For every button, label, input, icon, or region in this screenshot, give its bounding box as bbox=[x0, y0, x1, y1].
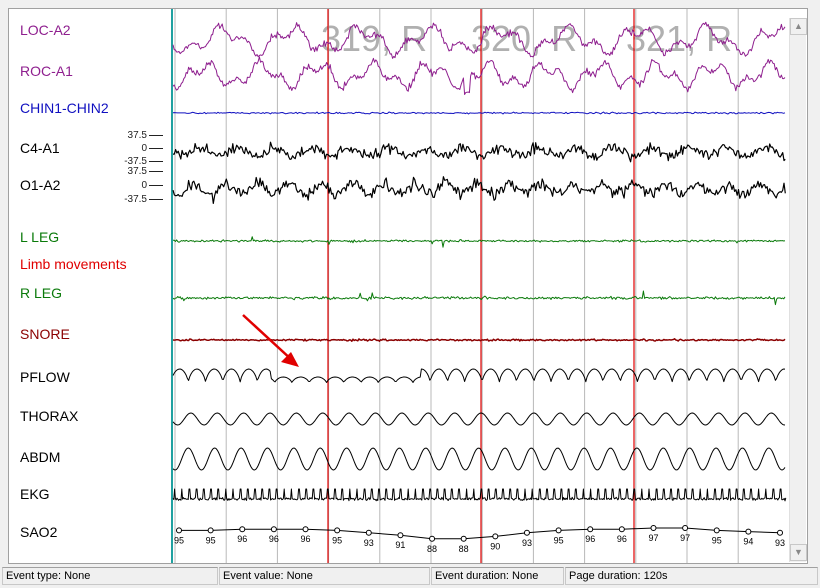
sao2-value-label: 96 bbox=[585, 534, 595, 544]
sao2-value-label: 95 bbox=[332, 535, 342, 545]
trace-snore bbox=[172, 338, 786, 342]
sao2-point bbox=[713, 527, 720, 534]
trace-loc bbox=[172, 21, 786, 59]
channel-label-abdm[interactable]: ABDM bbox=[20, 449, 61, 465]
epoch-marker-text: 321, R bbox=[626, 18, 732, 59]
epoch-marker-text: 319, R bbox=[321, 18, 427, 59]
status-bar: Event type: None Event value: None Event… bbox=[0, 565, 820, 588]
sao2-value-label: 96 bbox=[237, 534, 247, 544]
channel-label-sao2[interactable]: SAO2 bbox=[20, 524, 58, 540]
status-page-duration: Page duration: 120s bbox=[565, 567, 818, 585]
sao2-point bbox=[555, 527, 562, 534]
channel-label-limb[interactable]: Limb movements bbox=[20, 256, 127, 272]
sao2-point bbox=[334, 527, 341, 534]
trace-o1 bbox=[172, 176, 786, 204]
sao2-point bbox=[492, 533, 499, 540]
c4-scale-mid: 0 bbox=[123, 143, 163, 154]
channel-label-thorax[interactable]: THORAX bbox=[20, 408, 79, 424]
sao2-point bbox=[460, 535, 467, 542]
sao2-value-label: 96 bbox=[269, 534, 279, 544]
sao2-value-label: 93 bbox=[364, 538, 374, 548]
sao2-value-label: 90 bbox=[490, 541, 500, 551]
channel-label-snore[interactable]: SNORE bbox=[20, 326, 70, 342]
o1-scale-mid: 0 bbox=[123, 180, 163, 191]
trace-pflow bbox=[172, 368, 786, 383]
sao2-value-label: 97 bbox=[680, 533, 690, 543]
trace-sao2 bbox=[179, 527, 781, 540]
annotation-arrow-head bbox=[281, 352, 299, 367]
sao2-value-label: 97 bbox=[648, 533, 658, 543]
channel-label-pflow[interactable]: PFLOW bbox=[20, 369, 70, 385]
sao2-point bbox=[239, 526, 246, 533]
channel-label-rleg[interactable]: R LEG bbox=[20, 285, 63, 301]
channel-label-panel: LOC-A2 ROC-A1 CHIN1-CHIN2 C4-A1 O1-A2 L … bbox=[9, 9, 169, 563]
sao2-point bbox=[745, 528, 752, 535]
sao2-value-label: 95 bbox=[712, 535, 722, 545]
sao2-point bbox=[176, 527, 182, 534]
sao2-point bbox=[207, 527, 214, 534]
trace-c4 bbox=[173, 141, 786, 163]
sao2-point bbox=[523, 529, 530, 536]
sao2-point bbox=[429, 535, 436, 542]
trace-rleg bbox=[172, 290, 786, 306]
sao2-point bbox=[618, 526, 625, 533]
trace-abdm bbox=[172, 447, 786, 471]
channel-label-o1[interactable]: O1-A2 bbox=[20, 177, 61, 193]
vertical-scrollbar[interactable]: ▲ ▼ bbox=[789, 18, 807, 562]
status-event-duration: Event duration: None bbox=[431, 567, 564, 585]
trace-thorax bbox=[172, 412, 786, 426]
trace-lleg bbox=[173, 236, 786, 248]
o1-scale-bottom: -37.5 bbox=[123, 194, 163, 205]
o1-scale-top: 37.5 bbox=[123, 166, 163, 177]
channel-label-c4[interactable]: C4-A1 bbox=[20, 140, 60, 156]
sao2-value-label: 96 bbox=[617, 534, 627, 544]
sao2-point bbox=[302, 526, 309, 533]
window-top-edge bbox=[0, 0, 820, 7]
sao2-value-label: 91 bbox=[395, 540, 405, 550]
channel-label-loc[interactable]: LOC-A2 bbox=[20, 22, 71, 38]
sao2-value-label: 95 bbox=[174, 535, 184, 545]
channel-label-chin[interactable]: CHIN1-CHIN2 bbox=[20, 100, 109, 116]
scroll-up-button[interactable]: ▲ bbox=[790, 18, 807, 35]
trace-roc bbox=[172, 56, 786, 95]
sao2-point bbox=[397, 532, 404, 539]
sao2-point bbox=[587, 526, 594, 533]
sao2-value-label: 94 bbox=[743, 537, 753, 547]
sao2-point bbox=[682, 525, 689, 531]
sao2-value-label: 96 bbox=[301, 534, 311, 544]
sao2-point bbox=[270, 526, 277, 533]
trace-ekg bbox=[172, 488, 787, 502]
c4-scale-top: 37.5 bbox=[123, 130, 163, 141]
trace-chin bbox=[172, 111, 786, 115]
scroll-down-button[interactable]: ▼ bbox=[790, 544, 807, 561]
sao2-point bbox=[650, 525, 657, 531]
signal-plot-area[interactable]: 319, R 320, R 321, R 95 95 96 96 96 95 93 91 88 88 9… bbox=[171, 9, 788, 563]
sao2-value-label: 95 bbox=[206, 535, 216, 545]
c4-scale-bottom: -37.5 bbox=[123, 156, 163, 167]
sao2-value-label: 93 bbox=[775, 538, 785, 548]
channel-label-ekg[interactable]: EKG bbox=[20, 486, 50, 502]
epoch-marker-text: 320, R bbox=[471, 18, 577, 59]
sao2-value-label: 95 bbox=[554, 535, 564, 545]
sao2-value-label: 93 bbox=[522, 538, 532, 548]
sao2-point bbox=[365, 529, 372, 536]
annotation-arrow-shaft bbox=[242, 314, 294, 362]
channel-label-roc[interactable]: ROC-A1 bbox=[20, 63, 73, 79]
sao2-value-label: 88 bbox=[459, 544, 469, 554]
status-event-value: Event value: None bbox=[219, 567, 430, 585]
sao2-value-label: 88 bbox=[427, 544, 437, 554]
channel-label-lleg[interactable]: L LEG bbox=[20, 229, 60, 245]
sao2-point bbox=[777, 529, 783, 536]
status-event-type: Event type: None bbox=[2, 567, 218, 585]
